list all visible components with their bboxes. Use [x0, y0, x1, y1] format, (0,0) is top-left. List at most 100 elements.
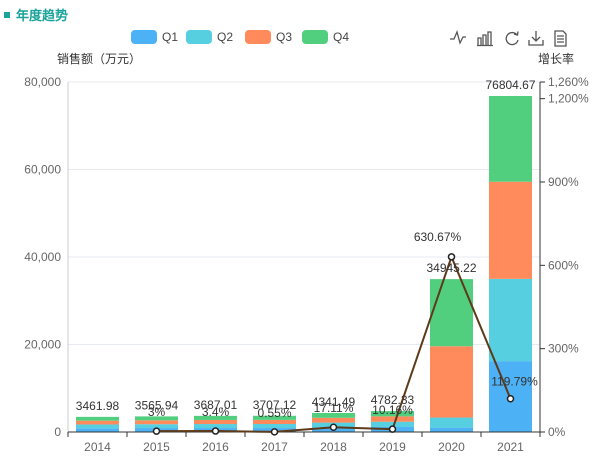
bar-segment	[76, 416, 119, 421]
panel-title-text: 年度趋势	[16, 8, 69, 23]
bar-stacks	[76, 95, 532, 432]
y-tick-label: 0	[54, 425, 61, 439]
total-label: 3565.94	[135, 398, 179, 412]
growth-point	[329, 423, 338, 431]
y2-tick-label: 0%	[548, 425, 566, 439]
bar-segment	[194, 415, 237, 420]
growth-line	[152, 253, 515, 436]
x-tick-label: 2021	[497, 440, 524, 454]
legend-item-q2[interactable]: Q2	[186, 30, 233, 44]
bar-segment	[135, 416, 178, 421]
data-labels: 3461.98 3565.94 3687.01 3707.12 4341.49 4782.…	[76, 78, 538, 420]
download-icon[interactable]	[528, 31, 544, 46]
growth-label: 0.55%	[257, 406, 291, 420]
growth-point	[211, 427, 220, 435]
bar-segment	[430, 279, 473, 347]
bar-segment	[371, 421, 414, 427]
legend-label: Q4	[333, 30, 349, 44]
y2-tick-label: 1,260%	[548, 75, 589, 89]
growth-label: 3.4%	[202, 405, 230, 419]
total-label: 3461.98	[76, 399, 120, 413]
growth-label: 17.11%	[314, 401, 354, 415]
legend-item-q4[interactable]: Q4	[302, 30, 349, 44]
bar-segment	[253, 423, 296, 429]
y-tick-label: 40,000	[24, 250, 61, 264]
panel-title: 年度趋势	[4, 5, 68, 24]
bar-segment	[489, 181, 532, 279]
bar-segment	[76, 428, 119, 432]
data-view-icon[interactable]	[554, 30, 567, 47]
bar-segment	[489, 278, 532, 362]
legend-label: Q3	[276, 30, 292, 44]
restore-glyph	[505, 31, 519, 46]
bar-segment	[430, 346, 473, 418]
y2-tick-label: 900%	[548, 175, 579, 189]
x-tick-label: 2019	[379, 440, 406, 454]
growth-label: 119.79%	[491, 375, 538, 389]
x-tick-label: 2015	[143, 440, 170, 454]
growth-label: 630.67%	[414, 230, 462, 244]
bar-segment	[76, 424, 119, 429]
y2-axis-title: 增长率	[538, 51, 574, 66]
total-label: 4782.33	[371, 393, 415, 407]
growth-point	[447, 253, 456, 261]
total-label: 3707.12	[253, 398, 297, 412]
y-tick-label: 60,000	[24, 163, 61, 177]
total-label: 3687.01	[194, 398, 238, 412]
restore-icon[interactable]	[505, 31, 519, 46]
legend-item-q1[interactable]: Q1	[131, 30, 178, 44]
y2-tick-label: 600%	[548, 258, 579, 272]
bar-segment	[194, 424, 237, 429]
data-view-glyph	[554, 30, 567, 47]
bar-segment	[371, 416, 414, 422]
legend: Q1 Q2 Q3 Q4	[131, 30, 349, 44]
y-tick-label: 20,000	[24, 338, 61, 352]
growth-label: 10.16%	[372, 403, 413, 417]
bar-segment	[489, 95, 532, 182]
legend-label: Q2	[217, 30, 233, 44]
bar-segment	[253, 415, 296, 420]
x-tick-label: 2017	[261, 440, 288, 454]
legend-item-q3[interactable]: Q3	[245, 30, 292, 44]
bar-segment	[312, 417, 355, 423]
line-chart-glyph	[450, 30, 466, 45]
growth-label: 3%	[148, 405, 166, 419]
gridlines	[68, 81, 540, 345]
legend-swatch	[302, 30, 328, 44]
growth-point	[388, 425, 397, 433]
bar-segment	[430, 427, 473, 432]
bar-segment	[76, 420, 119, 425]
growth-point	[506, 394, 515, 403]
bar-chart-icon[interactable]	[477, 31, 493, 47]
bar-segment	[135, 424, 178, 429]
bar-segment	[430, 417, 473, 428]
bar-segment	[371, 411, 414, 417]
total-label: 4341.49	[312, 395, 356, 409]
toolbox	[450, 30, 567, 47]
download-glyph	[528, 31, 544, 46]
y-tick-label: 80,000	[24, 75, 61, 89]
bar-segment	[253, 419, 296, 424]
legend-swatch	[131, 30, 157, 44]
legend-swatch	[245, 30, 271, 44]
x-tick-label: 2020	[438, 440, 465, 454]
total-label: 76804.67	[485, 78, 535, 92]
bar-segment	[194, 419, 237, 425]
bar-segment	[312, 413, 355, 418]
y2-tick-label: 300%	[548, 342, 579, 356]
total-label: 34945.22	[426, 261, 476, 275]
y2-tick-label: 1,200%	[548, 92, 589, 106]
x-tick-label: 2014	[84, 440, 111, 454]
growth-point	[152, 427, 161, 435]
y-axis-title: 销售额（万元）	[57, 51, 141, 66]
x-tick-label: 2018	[320, 440, 347, 454]
line-chart-icon[interactable]	[450, 30, 466, 45]
title-bullet	[4, 11, 10, 18]
bar-chart-glyph	[477, 31, 493, 47]
legend-label: Q1	[162, 30, 178, 44]
bar-segment	[135, 420, 178, 425]
legend-swatch	[186, 30, 212, 44]
axes: 0 20,000 40,000 60,000 80,000 0% 300% 600% 900% 1…	[24, 51, 589, 454]
restore-arrow	[513, 31, 519, 36]
